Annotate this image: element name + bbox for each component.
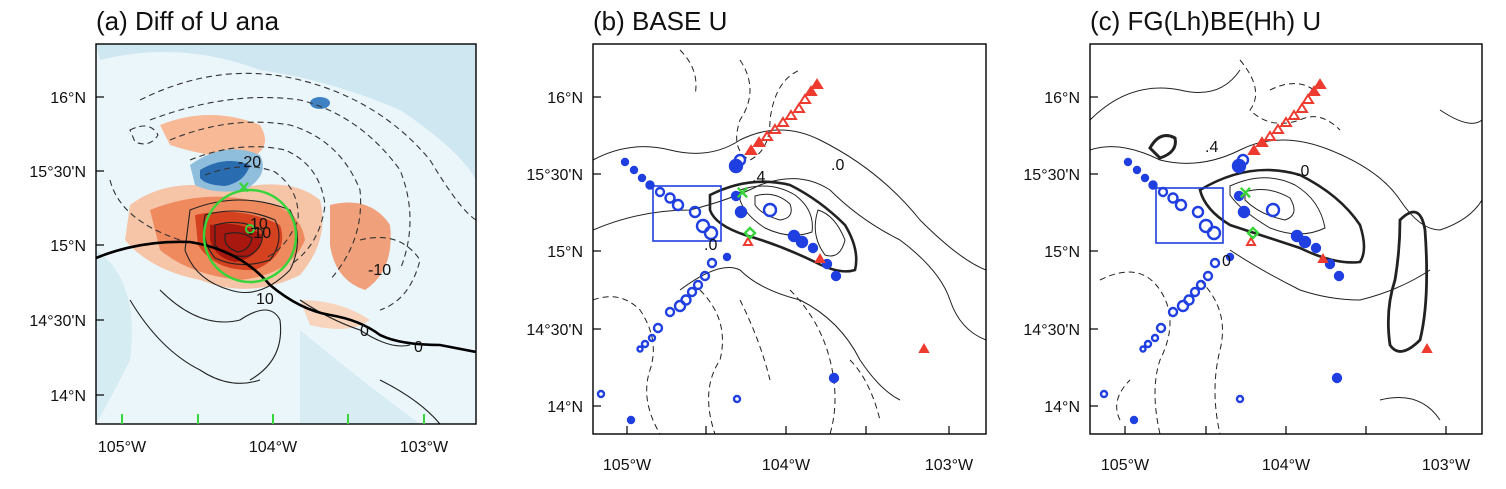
- contour-label: -20: [238, 154, 261, 171]
- lon-tick-label: 103°W: [925, 457, 974, 474]
- contour-label: 0: [1222, 253, 1231, 270]
- map-frame: [1089, 43, 1483, 435]
- blue-observations: [596, 153, 842, 425]
- lat-tick-label: 16°N: [1044, 90, 1080, 107]
- lat-tick-label: 15°N: [1044, 244, 1080, 261]
- map-frame: [95, 43, 477, 425]
- lat-tick-label: 14°N: [1044, 399, 1080, 416]
- panel-title: (c) FG(Lh)BE(Hh) U: [1090, 6, 1322, 36]
- lon-tick-label: 103°W: [1422, 457, 1471, 474]
- lat-tick-label: 14°30'N: [1023, 322, 1080, 339]
- panel-title: (a) Diff of U ana: [96, 6, 280, 36]
- storm-center-cross: ×: [238, 177, 250, 199]
- contour-label: .0: [831, 157, 844, 174]
- lon-tick-label: 104°W: [1262, 457, 1311, 474]
- contour-label: -10: [368, 262, 391, 279]
- lat-tick-label: 15°30'N: [1023, 167, 1080, 184]
- lat-tick-label: 16°N: [547, 90, 583, 107]
- panel-b: (b) BASE U: [500, 0, 1000, 484]
- lat-tick-label: 16°N: [50, 90, 86, 107]
- dashed-contours: [1099, 59, 1341, 434]
- map-c: × .4 .0 0 16°N 15°30'N 15°N 14°30'N 14°N…: [1023, 43, 1483, 474]
- contour-label: 10: [250, 216, 268, 233]
- bottom-tick-marks: [121, 414, 425, 424]
- storm-circle: [202, 188, 298, 284]
- lat-tick-label: 15°N: [50, 238, 86, 255]
- negative-contours: [109, 72, 476, 311]
- panel-title: (b) BASE U: [593, 6, 728, 36]
- positive-contours: [129, 199, 441, 424]
- contours: [593, 129, 986, 401]
- left-tick-marks: [96, 96, 104, 396]
- contour-label: 10: [256, 291, 274, 308]
- tick-marks: [1090, 96, 1447, 434]
- red-observations: [742, 78, 930, 353]
- shaded-field: [96, 44, 476, 424]
- lat-tick-label: 15°30'N: [526, 167, 583, 184]
- panel-a: (a) Diff of U ana: [0, 0, 500, 484]
- map-a: × -20 -10 -10 10 10 0 0 16°N 15°30'N 15°…: [29, 43, 477, 456]
- storm-center-cross: ×: [1239, 180, 1252, 205]
- tick-marks: [593, 96, 950, 434]
- storm-center-diamond: [743, 226, 757, 240]
- storm-center-cross: ×: [736, 180, 749, 205]
- contour-label: 0: [414, 339, 423, 356]
- lon-tick-label: 105°W: [603, 457, 652, 474]
- lat-tick-label: 14°N: [547, 399, 583, 416]
- zero-contour: [96, 240, 476, 354]
- contour-label: .0: [704, 237, 717, 254]
- contours: [1090, 69, 1482, 421]
- lon-tick-label: 104°W: [762, 457, 811, 474]
- lon-tick-label: 104°W: [249, 439, 298, 456]
- analysis-box: [1155, 187, 1224, 244]
- storm-center-diamond: [1246, 226, 1260, 240]
- map-frame: [592, 43, 987, 435]
- analysis-box: [652, 185, 722, 242]
- panel-c: (c) FG(Lh)BE(Hh) U: [1000, 0, 1506, 484]
- lat-tick-label: 14°30'N: [526, 322, 583, 339]
- contour-label: -10: [248, 225, 271, 242]
- red-observations: [1245, 78, 1433, 353]
- lon-tick-label: 105°W: [98, 439, 147, 456]
- blue-observations: [1099, 153, 1345, 425]
- lon-tick-label: 105°W: [1101, 457, 1150, 474]
- contour-label: .0: [1296, 163, 1309, 180]
- lat-tick-label: 14°30'N: [29, 313, 86, 330]
- lat-tick-label: 15°N: [547, 244, 583, 261]
- map-b: × .0 .4 .0 16°N 15°30'N 15°N 14°30'N 14°…: [526, 43, 987, 474]
- lon-tick-label: 103°W: [400, 439, 449, 456]
- storm-center-dot: [245, 224, 255, 234]
- lat-tick-label: 15°30'N: [29, 164, 86, 181]
- dashed-contours: [593, 49, 881, 434]
- lat-tick-label: 14°N: [50, 388, 86, 405]
- contour-label: .4: [752, 169, 765, 186]
- contour-label: 0: [360, 323, 369, 340]
- contour-label: .4: [1205, 139, 1218, 156]
